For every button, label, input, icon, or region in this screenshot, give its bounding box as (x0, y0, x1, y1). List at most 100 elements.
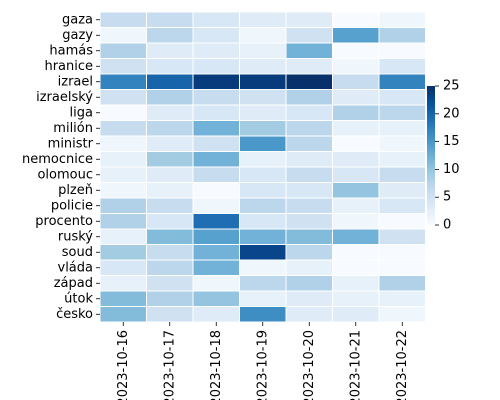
heatmap-cell-soud-2023-10-22 (378, 244, 426, 261)
y-tick-label: procento (35, 214, 93, 229)
colorbar-tick-label: 15 (443, 134, 460, 149)
heatmap-cell-plzeň-2023-10-16 (99, 182, 147, 199)
y-tick-label: liga (70, 105, 93, 120)
heatmap-cell-gazy-2023-10-22 (378, 27, 426, 44)
heatmap-cell-milión-2023-10-17 (146, 120, 194, 137)
heatmap-cell-izrael-2023-10-19 (239, 73, 287, 90)
heatmap-cell-hamás-2023-10-18 (192, 42, 240, 59)
heatmap-cell-nemocnice-2023-10-22 (378, 151, 426, 168)
heatmap-cell-izrael-2023-10-21 (332, 73, 380, 90)
heatmap-cell-gaza-2023-10-21 (332, 11, 380, 28)
heatmap-cell-milión-2023-10-18 (192, 120, 240, 137)
heatmap-cell-česko-2023-10-20 (285, 306, 333, 323)
heatmap-cell-nemocnice-2023-10-20 (285, 151, 333, 168)
heatmap-cell-ministr-2023-10-19 (239, 135, 287, 152)
heatmap-cell-olomouc-2023-10-16 (99, 166, 147, 183)
heatmap-cell-soud-2023-10-20 (285, 244, 333, 261)
heatmap-cell-hranice-2023-10-19 (239, 58, 287, 75)
heatmap-cell-milión-2023-10-16 (99, 120, 147, 137)
heatmap-cell-gazy-2023-10-19 (239, 27, 287, 44)
heatmap-cell-olomouc-2023-10-21 (332, 166, 380, 183)
heatmap-cell-vláda-2023-10-16 (99, 259, 147, 276)
heatmap-cell-ministr-2023-10-22 (378, 135, 426, 152)
heatmap-cell-česko-2023-10-18 (192, 306, 240, 323)
heatmap-cell-vláda-2023-10-20 (285, 259, 333, 276)
heatmap-cell-ruský-2023-10-16 (99, 228, 147, 245)
heatmap-cell-ruský-2023-10-17 (146, 228, 194, 245)
y-tick-label: olomouc (37, 167, 93, 182)
y-tick-label: gazy (62, 28, 93, 43)
heatmap-cell-nemocnice-2023-10-17 (146, 151, 194, 168)
heatmap-cell-vláda-2023-10-18 (192, 259, 240, 276)
heatmap-cell-izrael-2023-10-18 (192, 73, 240, 90)
heatmap-cell-útok-2023-10-22 (378, 290, 426, 307)
heatmap-cell-hranice-2023-10-22 (378, 58, 426, 75)
x-tick-label: 2023-10-20 (302, 330, 317, 400)
heatmap-cell-ruský-2023-10-18 (192, 228, 240, 245)
heatmap-cell-nemocnice-2023-10-16 (99, 151, 147, 168)
heatmap-cell-policie-2023-10-17 (146, 197, 194, 214)
heatmap-cell-hamás-2023-10-17 (146, 42, 194, 59)
heatmap-cell-izraelský-2023-10-22 (378, 89, 426, 106)
heatmap-cell-olomouc-2023-10-22 (378, 166, 426, 183)
heatmap-cell-soud-2023-10-21 (332, 244, 380, 261)
heatmap-cell-plzeň-2023-10-20 (285, 182, 333, 199)
heatmap-cell-ministr-2023-10-20 (285, 135, 333, 152)
heatmap-cells (99, 11, 426, 323)
heatmap-cell-hranice-2023-10-17 (146, 58, 194, 75)
heatmap-cell-liga-2023-10-22 (378, 104, 426, 121)
heatmap-cell-liga-2023-10-16 (99, 104, 147, 121)
heatmap-cell-nemocnice-2023-10-18 (192, 151, 240, 168)
heatmap-cell-ruský-2023-10-22 (378, 228, 426, 245)
heatmap-cell-izrael-2023-10-22 (378, 73, 426, 90)
heatmap-cell-olomouc-2023-10-18 (192, 166, 240, 183)
heatmap-cell-gazy-2023-10-21 (332, 27, 380, 44)
y-tick-label: soud (62, 245, 93, 260)
y-tick-label: izrael (58, 74, 93, 89)
x-tick-label: 2023-10-18 (209, 330, 224, 400)
heatmap-cell-hamás-2023-10-20 (285, 42, 333, 59)
heatmap-cell-plzeň-2023-10-17 (146, 182, 194, 199)
heatmap-cell-procento-2023-10-22 (378, 213, 426, 230)
heatmap-cell-soud-2023-10-16 (99, 244, 147, 261)
heatmap-cell-soud-2023-10-17 (146, 244, 194, 261)
heatmap-cell-izraelský-2023-10-16 (99, 89, 147, 106)
heatmap-cell-hranice-2023-10-18 (192, 58, 240, 75)
colorbar-tick-label: 25 (443, 79, 460, 94)
heatmap-cell-hranice-2023-10-16 (99, 58, 147, 75)
heatmap-cell-gaza-2023-10-19 (239, 11, 287, 28)
heatmap-cell-plzeň-2023-10-21 (332, 182, 380, 199)
heatmap-cell-nemocnice-2023-10-21 (332, 151, 380, 168)
heatmap-cell-gaza-2023-10-18 (192, 11, 240, 28)
heatmap-cell-milión-2023-10-20 (285, 120, 333, 137)
heatmap-cell-ministr-2023-10-18 (192, 135, 240, 152)
colorbar: 0 5 10 15 20 25 (427, 79, 460, 233)
heatmap-cell-hamás-2023-10-19 (239, 42, 287, 59)
heatmap-cell-soud-2023-10-19 (239, 244, 287, 261)
heatmap-cell-procento-2023-10-17 (146, 213, 194, 230)
heatmap-cell-izrael-2023-10-17 (146, 73, 194, 90)
heatmap-cell-plzeň-2023-10-22 (378, 182, 426, 199)
heatmap-cell-olomouc-2023-10-20 (285, 166, 333, 183)
heatmap-cell-česko-2023-10-17 (146, 306, 194, 323)
heatmap-cell-česko-2023-10-21 (332, 306, 380, 323)
heatmap-cell-gaza-2023-10-16 (99, 11, 147, 28)
heatmap-cell-gaza-2023-10-20 (285, 11, 333, 28)
x-tick-label: 2023-10-17 (162, 330, 177, 400)
heatmap-cell-západ-2023-10-19 (239, 275, 287, 292)
y-tick-label: gaza (62, 12, 93, 27)
y-tick-label: ruský (58, 229, 93, 244)
heatmap-cell-útok-2023-10-16 (99, 290, 147, 307)
heatmap-cell-gazy-2023-10-20 (285, 27, 333, 44)
heatmap-cell-ruský-2023-10-21 (332, 228, 380, 245)
heatmap-cell-policie-2023-10-16 (99, 197, 147, 214)
heatmap-cell-hamás-2023-10-22 (378, 42, 426, 59)
heatmap-cell-liga-2023-10-20 (285, 104, 333, 121)
colorbar-tick-label: 10 (443, 162, 460, 177)
y-tick-label: česko (56, 307, 93, 322)
heatmap-cell-plzeň-2023-10-18 (192, 182, 240, 199)
heatmap-cell-gaza-2023-10-17 (146, 11, 194, 28)
y-tick-label: izraelský (36, 90, 93, 105)
y-tick-label: milión (53, 121, 93, 136)
heatmap-cell-západ-2023-10-21 (332, 275, 380, 292)
